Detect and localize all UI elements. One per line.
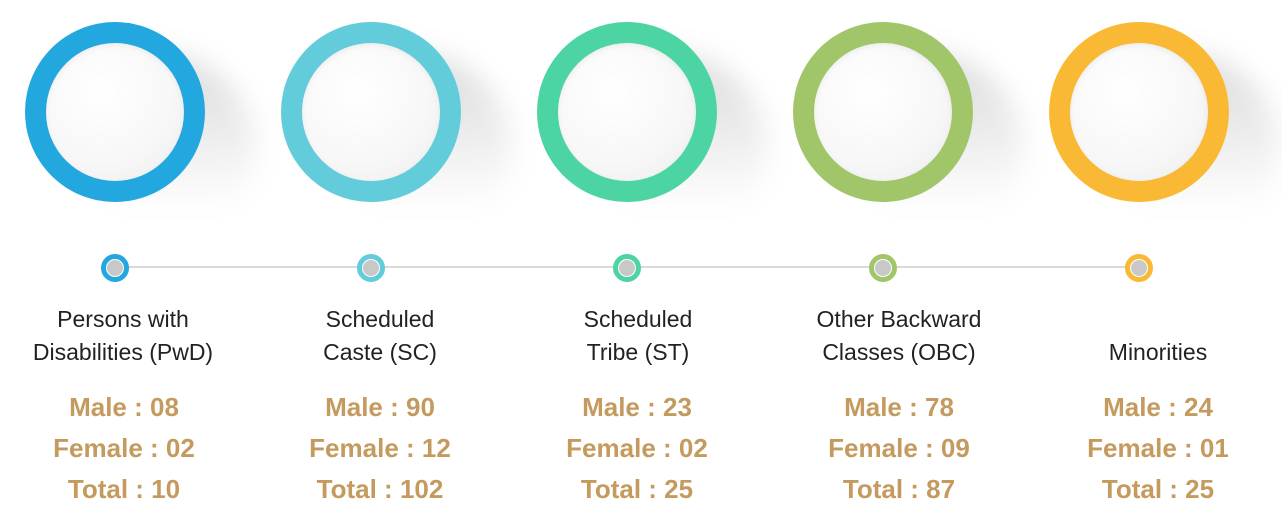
total-count: Total : 87 bbox=[842, 474, 956, 504]
sc-ring-icon bbox=[281, 22, 461, 202]
total-count: Total : 25 bbox=[1101, 474, 1215, 504]
timeline-dot-icon bbox=[613, 254, 641, 282]
female-count: Female : 02 bbox=[566, 433, 708, 463]
category-label-line-2: Classes (OBC) bbox=[822, 339, 976, 365]
obc-ring-icon bbox=[793, 22, 973, 202]
pwd-ring-icon bbox=[25, 22, 205, 202]
ring-center bbox=[302, 43, 440, 181]
ring-center bbox=[46, 43, 184, 181]
category-pwd: Persons with Disabilities (PwD) Male : 0… bbox=[0, 0, 291, 525]
minorities-ring-icon bbox=[1049, 22, 1229, 202]
category-label-line-1: Scheduled bbox=[583, 306, 693, 332]
timeline-dot-icon bbox=[1125, 254, 1153, 282]
timeline-dot-icon bbox=[869, 254, 897, 282]
category-label-line-2: Minorities bbox=[1108, 339, 1208, 365]
category-label-line-2: Disabilities (PwD) bbox=[32, 339, 214, 365]
ring-center bbox=[814, 43, 952, 181]
category-label: Scheduled Tribe (ST) bbox=[510, 303, 766, 369]
st-ring-icon bbox=[537, 22, 717, 202]
female-count: Female : 12 bbox=[309, 433, 451, 463]
female-count: Female : 02 bbox=[53, 433, 195, 463]
total-count: Total : 25 bbox=[580, 474, 694, 504]
category-label-line-1: Persons with bbox=[57, 306, 189, 332]
category-label: Scheduled Caste (SC) bbox=[252, 303, 508, 369]
category-label-line-1: Scheduled bbox=[325, 306, 435, 332]
category-label: Other Backward Classes (OBC) bbox=[771, 303, 1027, 369]
category-label-line-2: Caste (SC) bbox=[323, 339, 437, 365]
male-count: Male : 23 bbox=[582, 392, 692, 422]
female-count: Female : 01 bbox=[1087, 433, 1229, 463]
total-count: Total : 102 bbox=[316, 474, 444, 504]
category-label: Minorities bbox=[1030, 303, 1282, 369]
category-st: Scheduled Tribe (ST) Male : 23 Female : … bbox=[510, 0, 803, 525]
category-obc: Other Backward Classes (OBC) Male : 78 F… bbox=[768, 0, 1059, 525]
female-count: Female : 09 bbox=[828, 433, 970, 463]
category-sc: Scheduled Caste (SC) Male : 90 Female : … bbox=[256, 0, 547, 525]
category-label-line-2: Tribe (ST) bbox=[586, 339, 690, 365]
category-label-line-1 bbox=[1030, 303, 1282, 336]
male-count: Male : 24 bbox=[1103, 392, 1213, 422]
category-label-line-1: Other Backward bbox=[816, 306, 982, 332]
category-minorities: Minorities Male : 24 Female : 01 Total :… bbox=[1024, 0, 1282, 525]
timeline-dot-icon bbox=[101, 254, 129, 282]
ring-center bbox=[558, 43, 696, 181]
category-label: Persons with Disabilities (PwD) bbox=[0, 303, 251, 369]
ring-center bbox=[1070, 43, 1208, 181]
male-count: Male : 08 bbox=[69, 392, 179, 422]
timeline-dot-icon bbox=[357, 254, 385, 282]
total-count: Total : 10 bbox=[67, 474, 181, 504]
male-count: Male : 90 bbox=[325, 392, 435, 422]
male-count: Male : 78 bbox=[844, 392, 954, 422]
